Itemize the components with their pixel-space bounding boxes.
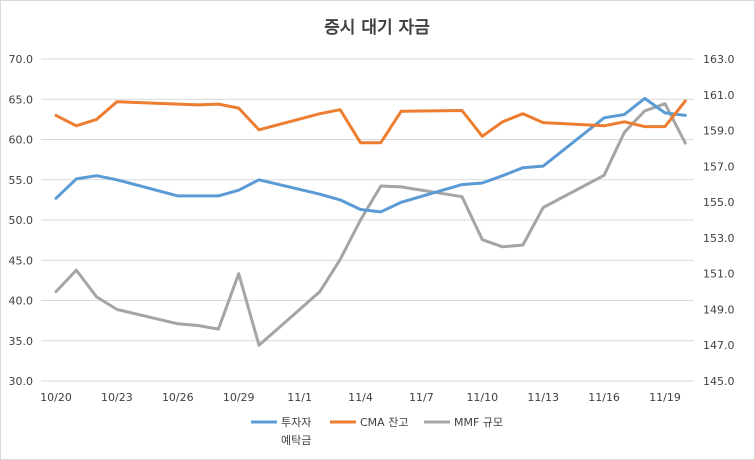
right-tick-label: 163.0 bbox=[703, 53, 735, 66]
left-tick-label: 50.0 bbox=[9, 214, 34, 227]
right-tick-label: 153.0 bbox=[703, 232, 735, 245]
right-tick-label: 161.0 bbox=[703, 89, 735, 102]
legend-label-1: CMA 잔고 bbox=[360, 416, 408, 429]
series-line-2 bbox=[54, 102, 687, 347]
right-tick-label: 155.0 bbox=[703, 196, 735, 209]
x-tick-label: 11/4 bbox=[348, 391, 373, 404]
left-tick-label: 35.0 bbox=[9, 335, 34, 348]
right-tick-label: 147.0 bbox=[703, 339, 735, 352]
x-tick-label: 11/7 bbox=[409, 391, 434, 404]
left-tick-label: 55.0 bbox=[9, 174, 34, 187]
x-tick-label: 10/26 bbox=[162, 391, 194, 404]
right-tick-label: 151.0 bbox=[703, 268, 735, 281]
series-lines bbox=[54, 96, 687, 347]
x-tick-label: 10/29 bbox=[223, 391, 255, 404]
right-tick-label: 157.0 bbox=[703, 160, 735, 173]
chart-title: 증시 대기 자금 bbox=[324, 18, 430, 38]
series-line-1 bbox=[54, 99, 687, 145]
legend-label-0: 투자자 예탁금 bbox=[281, 416, 311, 447]
left-axis-ticks: 30.0 35.0 40.0 45.0 50.0 55.0 60.0 65.0 70.0 bbox=[9, 53, 34, 388]
x-tick-label: 11/16 bbox=[588, 391, 620, 404]
right-tick-label: 145.0 bbox=[703, 375, 735, 388]
left-tick-label: 40.0 bbox=[9, 295, 34, 308]
x-tick-label: 11/10 bbox=[466, 391, 498, 404]
left-tick-label: 60.0 bbox=[9, 134, 34, 147]
x-tick-label: 11/13 bbox=[527, 391, 559, 404]
left-tick-label: 70.0 bbox=[9, 53, 34, 66]
right-tick-label: 159.0 bbox=[703, 125, 735, 138]
left-tick-label: 45.0 bbox=[9, 254, 34, 267]
x-tick-label: 10/20 bbox=[40, 391, 72, 404]
right-axis-ticks: 145.0 147.0 149.0 151.0 153.0 155.0 157.0 159.0… bbox=[703, 53, 735, 388]
x-axis-ticks: 10/20 10/23 10/26 10/29 11/1 11/4 11/7 11/10 11/… bbox=[40, 391, 681, 404]
left-tick-label: 65.0 bbox=[9, 93, 34, 106]
legend: 투자자 예탁금 CMA 잔고 MMF 규모 bbox=[251, 416, 503, 447]
x-tick-label: 11/1 bbox=[287, 391, 312, 404]
x-tick-label: 10/23 bbox=[101, 391, 133, 404]
x-tick-label: 11/19 bbox=[649, 391, 681, 404]
legend-label-2: MMF 규모 bbox=[454, 416, 503, 429]
right-tick-label: 149.0 bbox=[703, 303, 735, 316]
gridlines bbox=[41, 58, 694, 382]
series-line-0 bbox=[54, 96, 687, 214]
left-tick-label: 30.0 bbox=[9, 375, 34, 388]
